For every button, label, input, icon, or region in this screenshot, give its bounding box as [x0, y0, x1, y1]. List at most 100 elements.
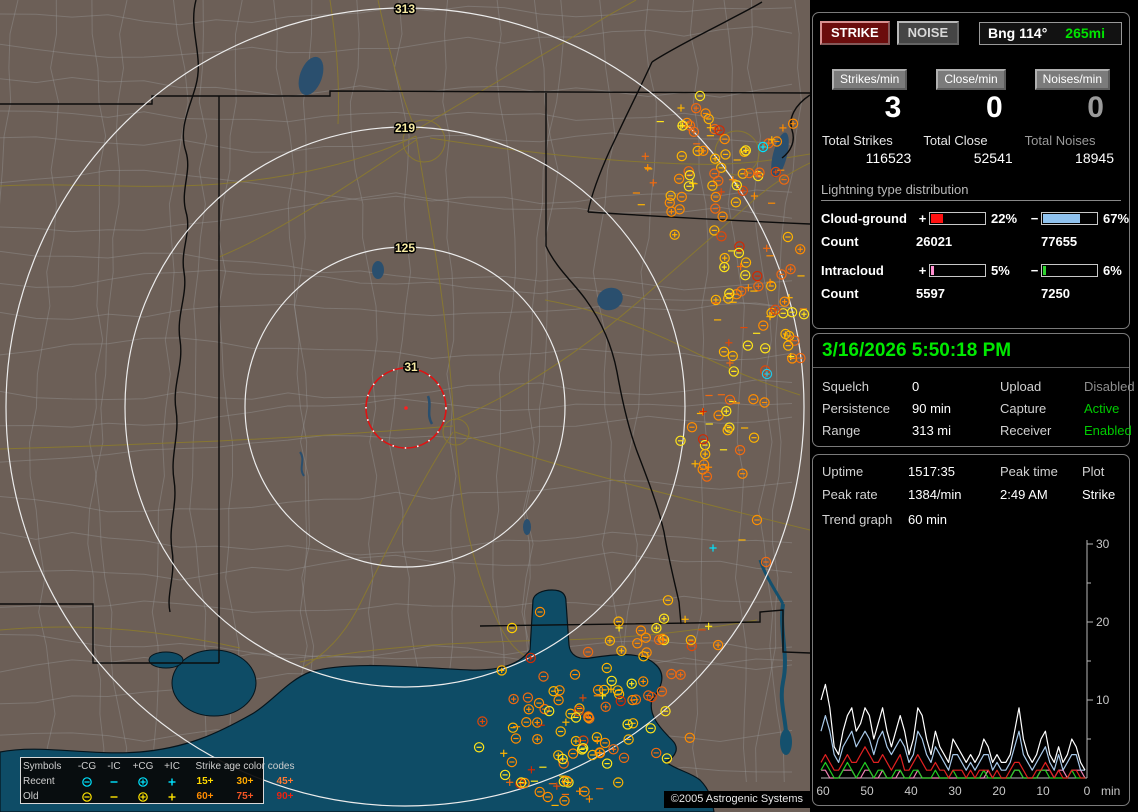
- count-label: Count: [821, 285, 859, 301]
- strike-symbol: [782, 231, 794, 243]
- strike-symbol: [649, 179, 657, 187]
- legend-col-neg-ic: -IC: [107, 761, 121, 772]
- svg-text:30: 30: [948, 784, 962, 798]
- strike-symbol: [627, 718, 639, 729]
- strike-symbol: [656, 686, 668, 697]
- close-per-min-chip[interactable]: Close/min: [936, 69, 1006, 90]
- strike-symbol: [766, 280, 777, 292]
- ring-label-group: 313 219 125 31: [393, 1, 419, 376]
- strike-symbol: [742, 340, 754, 351]
- strike-symbol: [706, 124, 715, 132]
- strike-symbol: [575, 787, 584, 795]
- strike-symbol: [683, 181, 695, 192]
- map-canvas[interactable]: 313 219 125 31: [0, 0, 810, 812]
- strike-symbol: [710, 191, 721, 203]
- strike-symbol: [720, 149, 731, 160]
- strike-symbol: [516, 777, 527, 788]
- strike-symbol: [677, 104, 685, 112]
- strike-symbol: [522, 692, 534, 703]
- noise-mode-button[interactable]: NOISE: [896, 21, 960, 45]
- strike-symbol: [753, 281, 764, 292]
- strike-symbol: [643, 690, 654, 701]
- strike-symbol: [623, 734, 634, 745]
- cloud-ground-row: Cloud-ground + 22% − 67%: [821, 211, 1129, 226]
- noises-per-min-value: 0: [1087, 91, 1104, 124]
- lightning-distribution: Lightning type distribution Cloud-ground…: [813, 182, 1129, 301]
- strike-symbol: [582, 646, 594, 658]
- lightning-map[interactable]: 313 219 125 31 Symbols -CG -IC +CG +IC S…: [0, 0, 810, 812]
- strike-symbol: [555, 726, 566, 737]
- mode-button-row: STRIKE NOISE Bng 114° 265mi: [813, 13, 1129, 45]
- strike-symbol: [660, 706, 671, 717]
- strike-symbol: [700, 108, 711, 119]
- trend-series-lines: [820, 683, 1086, 779]
- strike-symbol: [613, 777, 624, 788]
- strike-symbol: [795, 244, 806, 255]
- strike-symbol: [600, 701, 611, 712]
- ring-219mi: [124, 126, 686, 688]
- minus-icon: [101, 791, 127, 803]
- ic-count-row: Count 5597 7250: [821, 286, 1121, 301]
- total-noises-value: 18945: [1075, 149, 1114, 166]
- strike-symbol: [770, 166, 781, 178]
- legend-col-pos-ic: +IC: [164, 761, 180, 772]
- strike-symbol: [750, 192, 759, 200]
- ring-label-125: 125: [395, 241, 415, 255]
- ring-label-219: 219: [395, 121, 415, 135]
- trend-graph-row: Trend graph 60 min: [813, 502, 1129, 527]
- ic-minus-count: 7250: [1041, 285, 1070, 301]
- uptime-value: 1517:35: [908, 464, 955, 479]
- strike-symbol: [527, 766, 536, 774]
- cg-minus-count: 77655: [1041, 233, 1078, 249]
- strike-symbol: [763, 244, 771, 252]
- status-panel: STRIKE NOISE Bng 114° 265mi Strikes/min 3…: [810, 0, 1138, 812]
- strike-symbol: [533, 697, 545, 709]
- strike-symbol: [570, 712, 582, 723]
- strikes-per-min-chip[interactable]: Strikes/min: [831, 69, 908, 90]
- strike-symbol: [615, 695, 626, 707]
- lake-martin: [597, 287, 623, 311]
- strike-symbol: [618, 752, 630, 763]
- strike-symbol: [698, 145, 709, 157]
- rate-counters: Strikes/min 3 Total Strikes 116523 Close…: [813, 69, 1129, 166]
- strike-symbol: [740, 145, 751, 156]
- strike-stats-box: STRIKE NOISE Bng 114° 265mi Strikes/min 3…: [812, 12, 1130, 329]
- strike-symbol: [787, 118, 799, 129]
- age-code-60: 60+: [196, 791, 214, 802]
- strike-symbol: [508, 693, 519, 705]
- strike-symbol: [544, 705, 555, 717]
- trend-series--CG: [820, 715, 1085, 771]
- strike-symbol: [604, 635, 616, 646]
- strike-symbol: [593, 736, 601, 745]
- strike-symbol: [665, 190, 676, 202]
- system-status-box: 3/16/2026 5:50:18 PM Squelch 0 Upload Di…: [812, 333, 1135, 447]
- persistence-label: Persistence: [822, 401, 890, 416]
- noises-per-min-chip[interactable]: Noises/min: [1034, 69, 1110, 90]
- cg-plus-count: 26021: [916, 233, 953, 249]
- strike-symbol: [662, 595, 674, 606]
- strike-symbol: [585, 795, 594, 803]
- strikes-per-min-value: 3: [884, 91, 902, 124]
- strike-symbol: [500, 749, 508, 757]
- strike-symbol: [684, 732, 695, 743]
- strike-symbol: [677, 120, 688, 131]
- distribution-title: Lightning type distribution: [821, 182, 1121, 201]
- strike-symbol: [579, 694, 587, 702]
- bearing-value: Bng 114°: [988, 24, 1048, 41]
- range-value: 313 mi: [912, 423, 952, 438]
- strike-mode-button[interactable]: STRIKE: [820, 21, 890, 45]
- range-label: Range: [822, 423, 861, 438]
- strike-symbol: [578, 743, 589, 754]
- strike-symbol: [532, 717, 543, 728]
- strike-symbol: [744, 167, 755, 179]
- strike-symbol: [766, 278, 774, 286]
- svg-text:50: 50: [860, 784, 874, 798]
- strike-symbol: [657, 633, 668, 645]
- strike-symbol: [477, 716, 488, 727]
- strike-symbol: [758, 320, 769, 331]
- age-code-90: 90+: [276, 791, 294, 802]
- strike-symbol: [673, 173, 685, 185]
- plot-mode-value: Strike: [1082, 487, 1116, 502]
- strike-symbol: [737, 185, 748, 197]
- strike-symbol: [645, 723, 656, 734]
